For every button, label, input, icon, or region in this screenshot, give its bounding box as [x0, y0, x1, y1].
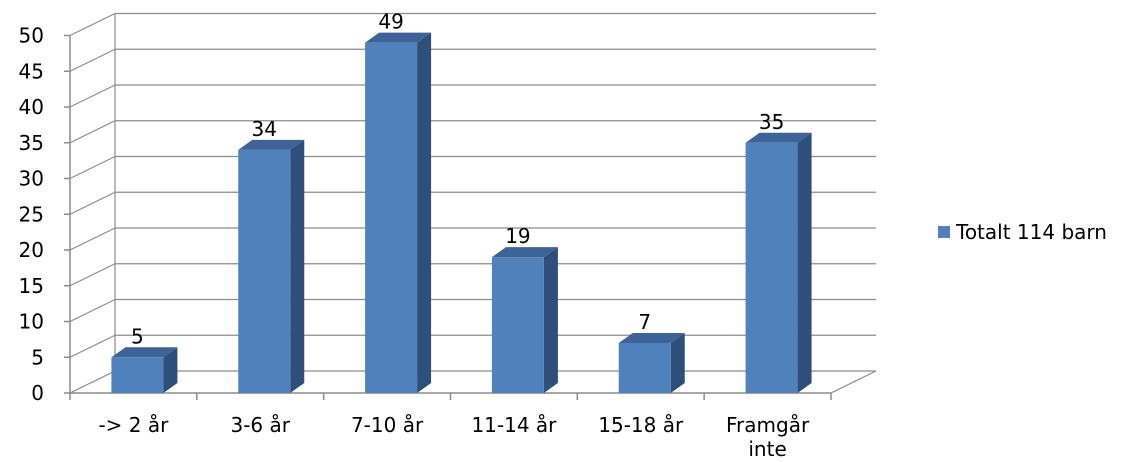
legend-swatch — [938, 226, 950, 238]
side-grid-line — [69, 191, 116, 215]
bar-top — [238, 139, 305, 150]
bar-side — [543, 247, 558, 393]
bar — [618, 342, 671, 393]
bar-top — [365, 32, 432, 43]
y-tick-label: 30 — [19, 167, 44, 191]
legend: Totalt 114 barn — [938, 220, 1107, 244]
bar-side — [797, 132, 812, 393]
bar-top — [111, 347, 178, 358]
data-label: 35 — [759, 110, 784, 134]
x-tick-label: 15-18 år — [598, 413, 684, 437]
data-label: 5 — [131, 324, 144, 348]
bar — [111, 357, 164, 393]
side-grid-line — [69, 334, 116, 358]
bar — [365, 42, 418, 394]
bar-side — [290, 139, 305, 393]
bar-side — [417, 32, 432, 394]
data-label: 19 — [505, 224, 530, 248]
data-label: 7 — [638, 310, 651, 334]
y-tick-label: 0 — [31, 381, 44, 405]
side-grid-line — [69, 263, 116, 287]
legend-label: Totalt 114 barn — [956, 220, 1107, 244]
data-label: 34 — [252, 117, 277, 141]
x-tick-label: inte — [748, 437, 786, 461]
side-grid-line — [69, 370, 116, 394]
x-tick-label: 7-10 år — [351, 413, 424, 437]
side-grid-line — [69, 84, 116, 108]
y-tick-label: 15 — [19, 274, 44, 298]
bar-top — [618, 332, 685, 343]
y-tick-label: 35 — [19, 131, 44, 155]
x-tick-label: 3-6 år — [230, 413, 290, 437]
y-tick-label: 20 — [19, 238, 44, 262]
x-tick-label: -> 2 år — [98, 413, 169, 437]
x-tick-label: 11-14 år — [471, 413, 557, 437]
bar-side — [670, 332, 685, 393]
bar — [238, 149, 291, 393]
bar-top — [491, 247, 558, 258]
y-tick-label: 10 — [19, 310, 44, 334]
data-label: 49 — [378, 10, 403, 34]
side-grid-line — [69, 227, 116, 251]
bar — [745, 142, 798, 393]
side-grid-line — [69, 298, 116, 323]
bar-top — [745, 132, 812, 143]
x-tick-label: Framgår — [726, 413, 810, 437]
side-grid-line — [69, 155, 116, 180]
y-tick-label: 45 — [19, 59, 44, 83]
side-grid-line — [69, 48, 116, 72]
floor-edge — [830, 370, 877, 394]
y-tick-label: 40 — [19, 95, 44, 119]
y-tick-label: 50 — [19, 24, 44, 48]
y-tick-label: 5 — [31, 345, 44, 369]
side-grid-line — [69, 12, 116, 37]
side-grid-line — [69, 120, 116, 144]
y-tick-label: 25 — [19, 202, 44, 226]
bar-side — [163, 347, 178, 393]
bar — [491, 257, 544, 393]
